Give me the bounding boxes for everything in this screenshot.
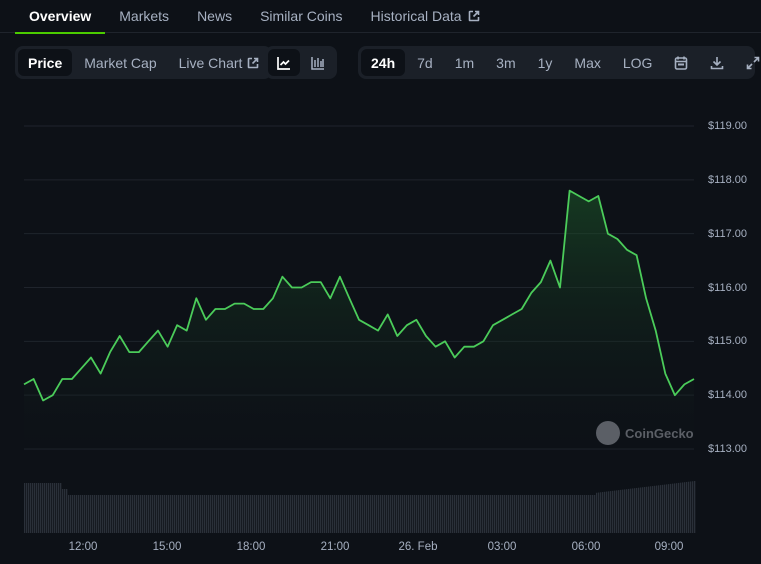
y-tick-label: $113.00 [708, 443, 747, 455]
live-chart-button[interactable]: Live Chart [169, 49, 270, 76]
market-cap-button[interactable]: Market Cap [74, 49, 166, 76]
price-chart-canvas [23, 125, 696, 533]
range-toolbar: 24h 7d 1m 3m 1y Max LOG [358, 46, 760, 79]
live-chart-label: Live Chart [178, 54, 243, 71]
volume-bars [24, 481, 696, 533]
y-tick-label: $116.00 [708, 281, 747, 294]
x-tick-label: 09:00 [654, 541, 684, 553]
tab-overview[interactable]: Overview [15, 0, 106, 34]
market-cap-label: Market Cap [84, 54, 157, 71]
chart-style-toolbar [265, 46, 337, 79]
y-tick-label: $115.00 [708, 335, 747, 348]
price-line [23, 189, 695, 402]
y-tick-label: $118.00 [708, 173, 747, 186]
tab-markets[interactable]: Markets [105, 0, 183, 33]
tab-historical-data[interactable]: Historical Data [357, 0, 494, 33]
x-tick-label: 21:00 [320, 541, 350, 553]
line-chart-icon [277, 56, 290, 70]
candlestick-chart-button[interactable] [302, 49, 334, 76]
tab-news[interactable]: News [183, 0, 246, 33]
y-tick-label: $117.00 [708, 227, 747, 240]
tab-label: Overview [29, 8, 92, 24]
top-nav-tabs: Overview Markets News Similar Coins Hist… [0, 0, 761, 34]
range-7d-button[interactable]: 7d [407, 49, 443, 76]
coingecko-watermark: CoinGecko [596, 421, 694, 445]
fullscreen-button[interactable] [736, 49, 761, 76]
x-tick-label: 15:00 [152, 541, 182, 553]
coingecko-logo-icon [596, 421, 620, 445]
range-label: Max [574, 54, 601, 71]
range-1y-button[interactable]: 1y [528, 49, 563, 76]
range-max-button[interactable]: Max [564, 49, 610, 76]
watermark-text: CoinGecko [625, 425, 694, 441]
candlestick-chart-icon [311, 56, 324, 70]
range-label: 24h [371, 54, 396, 71]
price-chart[interactable]: $113.00 $114.00 $115.00 $116.00 $117.00 $118.… [0, 84, 761, 564]
range-24h-button[interactable]: 24h [361, 49, 406, 76]
tab-label: Similar Coins [260, 8, 343, 24]
x-tick-label: 03:00 [487, 541, 517, 553]
external-link-icon [248, 57, 259, 68]
tab-label: Markets [119, 8, 170, 24]
x-tick-label: 06:00 [571, 541, 601, 553]
tab-label: News [197, 8, 233, 24]
external-link-icon [468, 10, 479, 22]
y-tick-label: $119.00 [708, 120, 747, 132]
y-tick-label: $114.00 [708, 389, 747, 402]
x-tick-label: 26. Feb [398, 541, 438, 553]
range-3m-button[interactable]: 3m [486, 49, 525, 76]
range-label: 1m [454, 54, 475, 71]
range-label: 3m [496, 54, 516, 71]
tab-label: Historical Data [370, 8, 462, 24]
range-label: LOG [622, 54, 653, 71]
calendar-icon [675, 56, 688, 70]
chart-type-toolbar: Price Market Cap Live Chart [15, 46, 273, 79]
download-icon [711, 56, 724, 69]
price-button[interactable]: Price [18, 49, 73, 76]
x-tick-label: 18:00 [236, 541, 266, 553]
range-label: 1y [537, 54, 553, 71]
range-1m-button[interactable]: 1m [445, 49, 484, 76]
line-chart-button[interactable] [268, 49, 300, 76]
range-label: 7d [417, 54, 433, 71]
fullscreen-icon [747, 56, 760, 69]
x-tick-label: 12:00 [68, 541, 98, 553]
tab-similar-coins[interactable]: Similar Coins [246, 0, 356, 33]
download-button[interactable] [700, 49, 734, 76]
log-scale-button[interactable]: LOG [613, 49, 663, 76]
calendar-button[interactable] [664, 49, 698, 76]
price-label: Price [28, 54, 63, 71]
